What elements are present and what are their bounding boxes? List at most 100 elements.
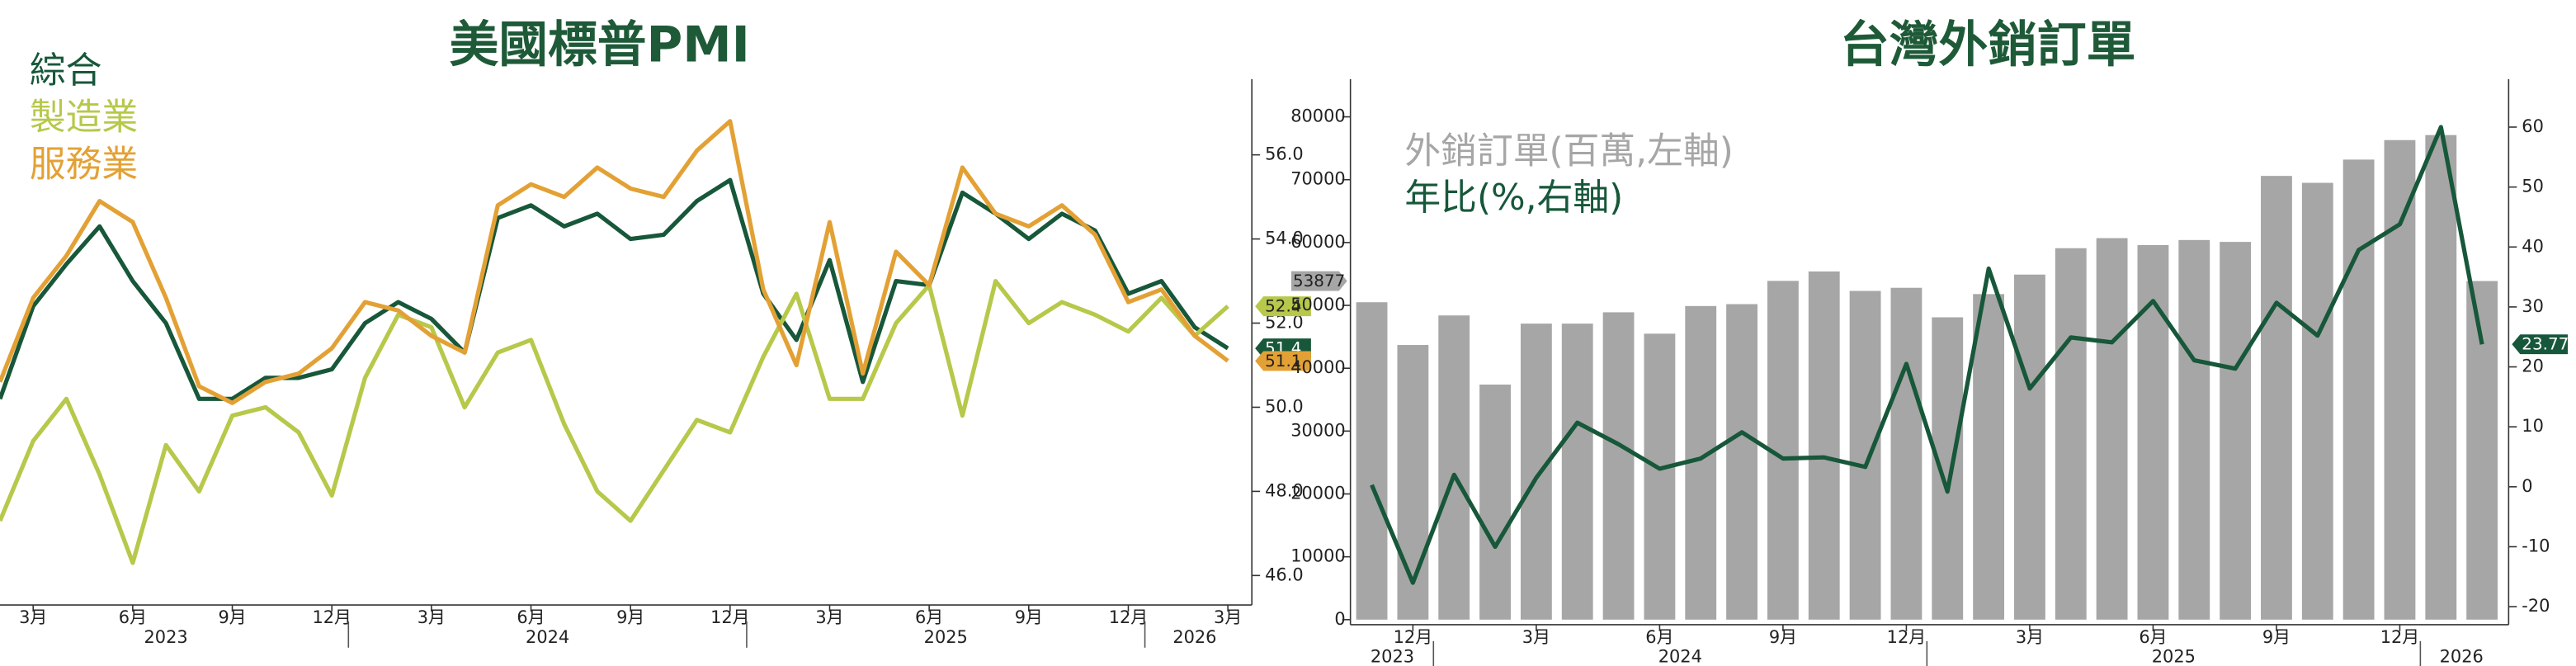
series-line <box>0 177 1229 401</box>
bar <box>2137 244 2169 620</box>
series-line <box>1370 125 2484 585</box>
value-tag <box>1290 271 1347 291</box>
y-tick-label: 54.0 <box>1265 229 1304 248</box>
bar <box>2220 242 2252 620</box>
x-tick-label: 3月 <box>19 607 47 627</box>
x-tick-label: 3月 <box>1214 607 1242 627</box>
value-label: 23.77 <box>2522 335 2569 354</box>
legend-entry: 綜合 <box>30 50 102 92</box>
x-group-label: 2025 <box>924 627 968 647</box>
x-group-label: 2025 <box>2152 647 2196 666</box>
y-tick-label: -20 <box>2522 596 2550 616</box>
bar <box>1973 294 2005 620</box>
y-tick-label: 20 <box>2522 357 2544 376</box>
bar <box>1808 271 1840 620</box>
y-tick-label: 56.0 <box>1265 144 1304 164</box>
bar <box>2014 274 2045 620</box>
x-group-label: 2023 <box>1371 647 1414 666</box>
y-tick-label: 46.0 <box>1265 564 1304 584</box>
bar <box>1726 304 1757 620</box>
x-group-label: 2026 <box>1172 627 1216 647</box>
x-tick-label: 9月 <box>2262 627 2291 647</box>
y-tick-label: 40000 <box>1290 357 1345 377</box>
x-tick-label: 12月 <box>1887 627 1926 647</box>
y-tick-label: 30 <box>2522 296 2544 316</box>
x-tick-label: 12月 <box>312 607 351 627</box>
x-tick-label: 3月 <box>1522 627 1550 647</box>
bar <box>1849 290 1881 620</box>
y-tick-label: 10000 <box>1290 546 1345 566</box>
bar <box>1561 324 1593 620</box>
x-tick-label: 12月 <box>2380 627 2419 647</box>
y-tick-label: 50000 <box>1290 295 1345 314</box>
bar <box>1644 333 1676 620</box>
x-group-label: 2024 <box>526 627 569 647</box>
bar <box>2466 281 2498 620</box>
bar <box>1397 345 1429 620</box>
x-tick-label: 6月 <box>915 607 943 627</box>
x-group-label: 2023 <box>144 627 188 647</box>
x-tick-label: 12月 <box>1109 607 1148 627</box>
legend-entry: 製造業 <box>30 97 138 139</box>
y-tick-label: 50.0 <box>1265 396 1304 416</box>
x-tick-label: 6月 <box>119 607 147 627</box>
x-tick-label: 12月 <box>1394 627 1432 647</box>
legend-entry: 外銷訂單(百萬,左軸) <box>1404 130 1733 172</box>
x-group-label: 2026 <box>2440 647 2484 666</box>
bar <box>1602 312 1635 620</box>
bar <box>2425 135 2457 620</box>
bar <box>2342 159 2375 620</box>
bar <box>1890 287 1923 620</box>
bar <box>2096 238 2128 620</box>
y-tick-label: 10 <box>2522 416 2544 436</box>
x-tick-label: 6月 <box>1645 627 1673 647</box>
y-tick-label: 60000 <box>1290 232 1345 252</box>
y-tick-label: 80000 <box>1290 106 1345 126</box>
y-tick-label: 48.0 <box>1265 480 1304 500</box>
x-tick-label: 3月 <box>2016 627 2044 647</box>
value-label: 53877 <box>1293 272 1345 290</box>
x-tick-label: 6月 <box>517 607 545 627</box>
y-tick-label: 40 <box>2522 236 2544 256</box>
legend-entry: 年比(%,右軸) <box>1404 177 1623 219</box>
series-line <box>0 278 1229 565</box>
y-tick-label: 60 <box>2522 116 2544 136</box>
bar <box>1356 302 1388 620</box>
chart-title: 美國標普PMI <box>450 17 750 74</box>
x-tick-label: 9月 <box>1769 627 1797 647</box>
value-tag <box>1255 296 1311 317</box>
bar <box>2055 248 2087 620</box>
x-group-label: 2024 <box>1658 647 1702 666</box>
series-line <box>0 119 1229 405</box>
x-tick-label: 12月 <box>710 607 749 627</box>
value-label: 52.4 <box>1265 297 1301 316</box>
y-tick-label: 70000 <box>1290 169 1345 189</box>
y-tick-label: 50 <box>2522 177 2544 196</box>
bar <box>1438 315 1470 620</box>
x-tick-label: 3月 <box>815 607 843 627</box>
bar <box>2261 176 2292 620</box>
bar <box>2178 239 2210 620</box>
value-tag <box>2512 334 2569 355</box>
bar <box>1520 324 1552 620</box>
x-tick-label: 3月 <box>418 607 446 627</box>
bar <box>2301 182 2333 620</box>
x-tick-label: 9月 <box>218 607 246 627</box>
bar <box>1479 384 1511 620</box>
bar <box>2384 139 2416 620</box>
y-tick-label: 0 <box>2522 476 2532 496</box>
value-label: 51.1 <box>1265 352 1301 371</box>
legend-entry: 服務業 <box>30 143 138 185</box>
y-tick-label: -10 <box>2522 536 2550 555</box>
y-tick-label: 20000 <box>1290 484 1345 503</box>
x-tick-label: 9月 <box>616 607 644 627</box>
y-tick-label: 30000 <box>1290 420 1345 440</box>
x-tick-label: 6月 <box>2139 627 2167 647</box>
value-tag <box>1255 351 1311 371</box>
x-tick-label: 9月 <box>1015 607 1043 627</box>
bar <box>1932 317 1964 620</box>
y-tick-label: 0 <box>1334 609 1345 629</box>
chart-title: 台灣外銷訂單 <box>1840 17 2135 74</box>
